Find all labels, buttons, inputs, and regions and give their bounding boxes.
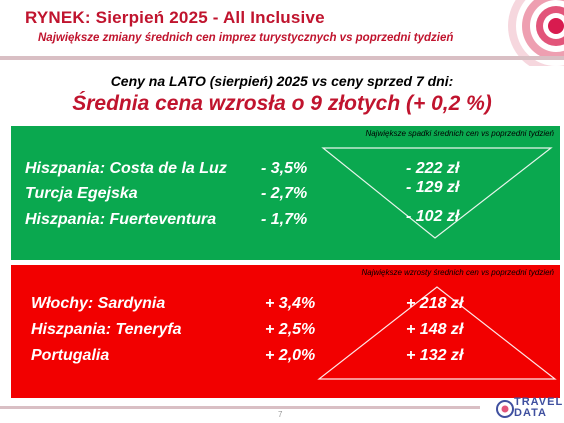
amount-change: + 218 zł — [406, 295, 464, 312]
increases-caption: Największe wzrosty średnich cen vs poprz… — [361, 268, 554, 277]
down-triangle-shape — [321, 147, 553, 239]
summary-line-2: Średnia cena wzrosła o 9 złotych (+ 0,2 … — [72, 92, 492, 115]
amount-change: + 132 zł — [406, 347, 464, 364]
amount-change: + 148 zł — [406, 321, 464, 338]
logo-text-travel: TRAVEL — [514, 396, 564, 408]
decreases-caption: Największe spadki średnich cen vs poprze… — [365, 129, 554, 138]
amount-change: - 222 zł — [406, 160, 460, 177]
corner-circles-decoration — [494, 0, 564, 66]
decreases-panel: Największe spadki średnich cen vs poprze… — [11, 126, 560, 260]
header-divider — [0, 56, 564, 60]
decrease-row: Hiszpania: Fuerteventura - 1,7% - 102 zł — [11, 208, 560, 233]
decrease-row: Hiszpania: Costa de la Luz - 3,5% - 222 … — [11, 160, 560, 182]
up-triangle-shape — [317, 286, 557, 380]
percent-change: + 2,0% — [265, 347, 316, 364]
increase-row: Hiszpania: Teneryfa + 2,5% + 148 zł — [11, 321, 560, 343]
destination-label: Włochy: Sardynia — [31, 295, 166, 312]
travel-data-logo: TRAVEL DATA — [496, 396, 564, 422]
summary-line-1: Ceny na LATO (sierpień) 2025 vs ceny spr… — [110, 73, 454, 89]
percent-change: - 1,7% — [261, 211, 308, 228]
increase-row: Portugalia + 2,0% + 132 zł — [11, 347, 560, 369]
percent-change: + 2,5% — [265, 321, 316, 338]
page-number: 7 — [278, 410, 283, 419]
logo-text-data: DATA — [514, 407, 547, 419]
destination-label: Turcja Egejska — [25, 185, 138, 202]
increase-row: Włochy: Sardynia + 3,4% + 218 zł — [11, 295, 560, 317]
percent-change: - 3,5% — [261, 160, 308, 177]
amount-change: - 129 zł — [406, 179, 460, 196]
destination-label: Hiszpania: Costa de la Luz — [25, 160, 227, 177]
logo-mark-icon — [496, 400, 514, 418]
slide-title: RYNEK: Sierpień 2025 - All Inclusive — [25, 8, 325, 27]
destination-label: Hiszpania: Fuerteventura — [25, 211, 217, 228]
increases-panel: Największe wzrosty średnich cen vs poprz… — [11, 265, 560, 398]
amount-change: - 102 zł — [406, 208, 460, 225]
destination-label: Portugalia — [31, 347, 110, 364]
footer-divider — [0, 406, 480, 409]
slide-subtitle: Największe zmiany średnich cen imprez tu… — [38, 32, 454, 44]
destination-label: Hiszpania: Teneryfa — [31, 321, 182, 338]
decrease-row: Turcja Egejska - 2,7% - 129 zł — [11, 179, 560, 207]
percent-change: - 2,7% — [261, 185, 308, 202]
percent-change: + 3,4% — [265, 295, 316, 312]
